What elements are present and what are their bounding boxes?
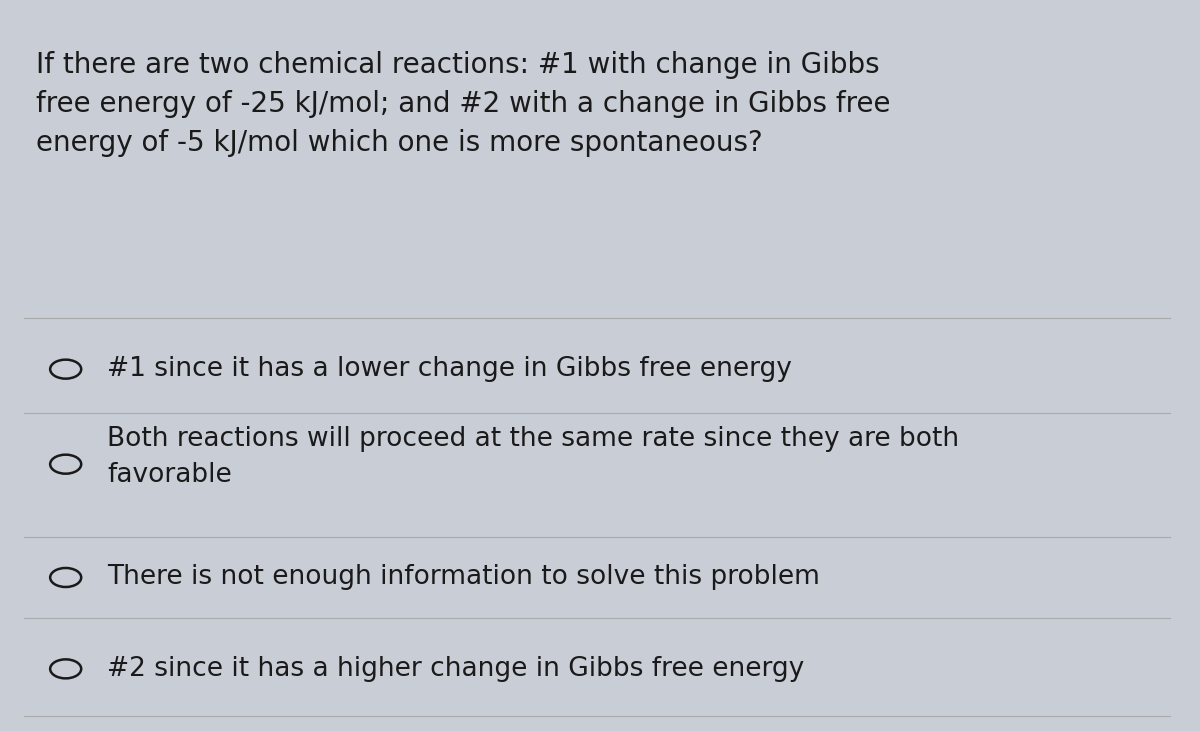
Text: #2 since it has a higher change in Gibbs free energy: #2 since it has a higher change in Gibbs…	[108, 656, 805, 682]
Text: If there are two chemical reactions: #1 with change in Gibbs
free energy of -25 : If there are two chemical reactions: #1 …	[36, 51, 890, 157]
Text: #1 since it has a lower change in Gibbs free energy: #1 since it has a lower change in Gibbs …	[108, 356, 792, 382]
Text: There is not enough information to solve this problem: There is not enough information to solve…	[108, 564, 821, 591]
Text: Both reactions will proceed at the same rate since they are both
favorable: Both reactions will proceed at the same …	[108, 426, 960, 488]
